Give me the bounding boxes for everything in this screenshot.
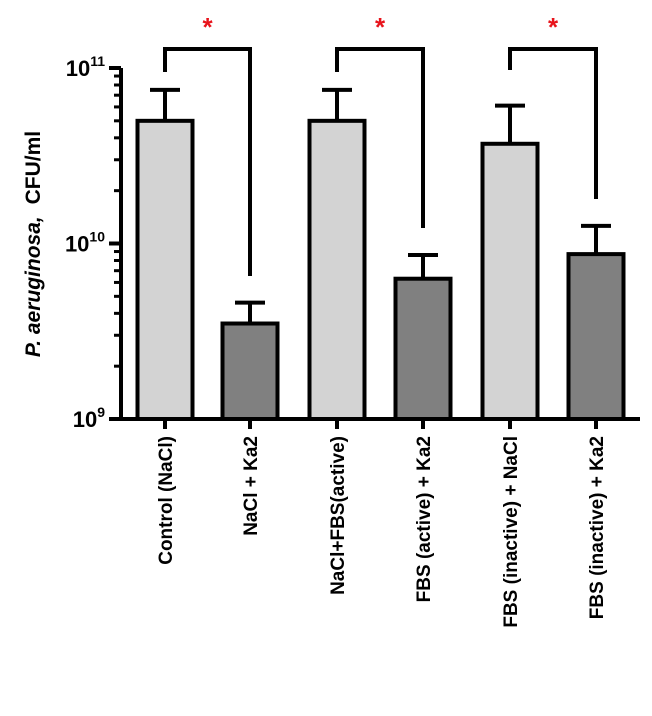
y-tick-label: 1011 xyxy=(66,53,105,81)
significance-brackets: * * * xyxy=(163,12,598,276)
category-labels: Control (NaCl) NaCl + Ka2 NaCl+FBS(active)… xyxy=(156,436,608,628)
significance-star: * xyxy=(202,12,213,42)
bars xyxy=(135,87,626,429)
x-category-label: FBS (active) + Ka2 xyxy=(414,436,435,602)
x-category-label: NaCl + Ka2 xyxy=(241,436,262,536)
y-axis-label-units: CFU/ml xyxy=(22,131,45,205)
bar xyxy=(393,276,453,421)
significance-star: * xyxy=(548,12,559,42)
y-tick-label: 1010 xyxy=(65,229,105,257)
bar xyxy=(480,141,540,421)
bar xyxy=(135,118,195,422)
significance-star: * xyxy=(375,12,386,42)
significance-bracket xyxy=(335,47,425,228)
y-axis-label-organism: P. aeruginosa, xyxy=(22,216,45,357)
bar xyxy=(566,252,626,421)
axes: 109 1010 1011 xyxy=(65,53,640,432)
significance-bracket xyxy=(508,47,598,199)
y-axis-label: P. aeruginosa, CFU/ml xyxy=(22,131,45,357)
y-tick-label: 109 xyxy=(73,404,105,432)
x-category-label: FBS (inactive) + NaCl xyxy=(501,436,522,628)
bar xyxy=(307,118,367,422)
x-category-label: Control (NaCl) xyxy=(156,436,177,565)
x-category-label: NaCl+FBS(active) xyxy=(328,436,349,595)
x-category-label: FBS (inactive) + Ka2 xyxy=(587,436,608,619)
bar xyxy=(220,321,280,421)
significance-bracket xyxy=(163,47,252,276)
